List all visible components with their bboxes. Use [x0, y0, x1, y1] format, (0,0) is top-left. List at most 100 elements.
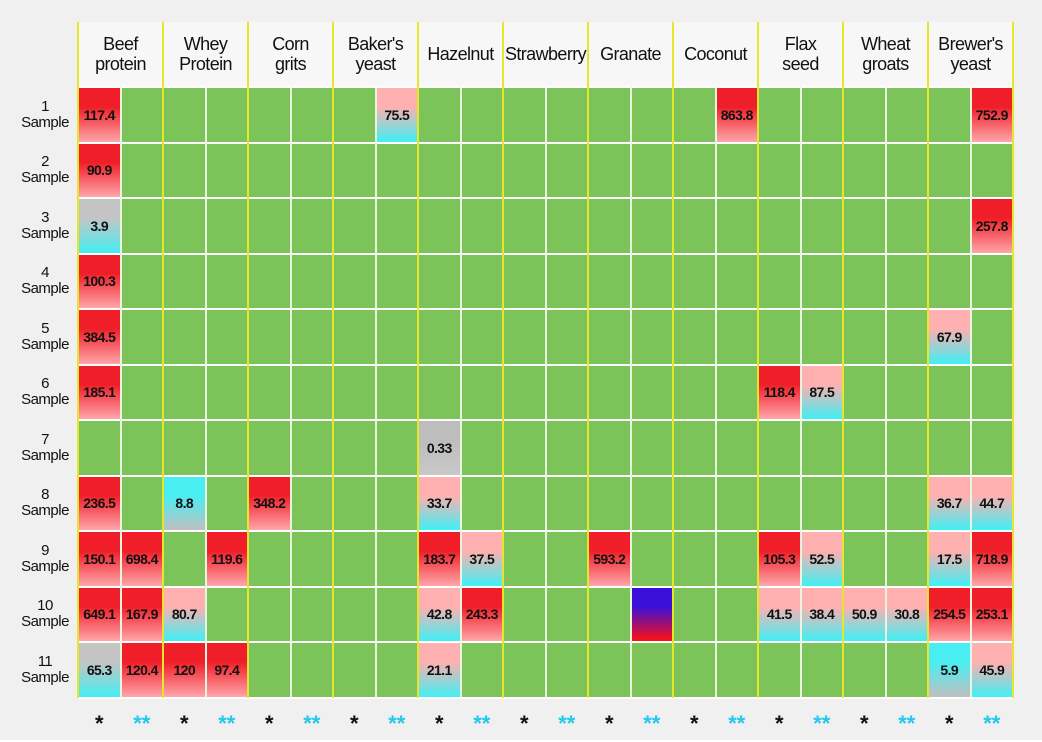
- group-line: [757, 22, 759, 698]
- column-header: Corn grits: [248, 22, 333, 86]
- value-cell: [631, 587, 672, 641]
- value-cell: 120: [164, 643, 205, 697]
- value-cell: 254.5: [929, 587, 970, 641]
- significance-mark: *: [434, 710, 444, 736]
- text-line: 5: [41, 319, 49, 337]
- column-line: [884, 87, 887, 698]
- value-cell: 37.5: [461, 532, 502, 586]
- value-cell: 17.5: [929, 532, 970, 586]
- value-cell: 649.1: [79, 587, 120, 641]
- significance-mark: **: [473, 710, 491, 736]
- value-cell: 118.4: [759, 365, 800, 419]
- text-line: 8: [41, 486, 49, 504]
- value-cell: 167.9: [121, 587, 162, 641]
- column-line: [714, 87, 717, 698]
- text-line: yeast: [355, 54, 396, 74]
- row-label: 7 Sample: [14, 420, 76, 476]
- text-line: Sample: [21, 557, 69, 575]
- column-header: Flax seed: [758, 22, 843, 86]
- column-header: Brewer's yeast: [928, 22, 1013, 86]
- text-line: Sample: [21, 446, 69, 464]
- text-line: 7: [41, 430, 49, 448]
- value-cell: 119.6: [206, 532, 247, 586]
- significance-mark: **: [983, 710, 1001, 736]
- row-label: 6 Sample: [14, 365, 76, 421]
- text-line: Sample: [21, 335, 69, 353]
- column-header: Whey Protein: [163, 22, 248, 86]
- significance-mark: **: [133, 710, 151, 736]
- value-cell: 185.1: [79, 365, 120, 419]
- row-label: 4 Sample: [14, 254, 76, 310]
- text-line: Brewer's: [938, 34, 1003, 54]
- significance-mark: *: [94, 710, 104, 736]
- text-line: Baker's: [347, 34, 404, 54]
- value-cell: 90.9: [79, 143, 120, 197]
- value-cell: 698.4: [121, 532, 162, 586]
- significance-mark: *: [349, 710, 359, 736]
- column-header: Strawberry: [503, 22, 588, 86]
- column-line: [969, 87, 972, 698]
- value-cell: 593.2: [589, 532, 630, 586]
- row-label: 11 Sample: [14, 642, 76, 698]
- value-cell: 38.4: [801, 587, 842, 641]
- value-cell: 120.4: [121, 643, 162, 697]
- significance-mark: **: [218, 710, 236, 736]
- group-line: [247, 22, 249, 698]
- value-cell: 236.5: [79, 476, 120, 530]
- text-line: Sample: [21, 224, 69, 242]
- column-line: [374, 87, 377, 698]
- value-cell: 30.8: [886, 587, 927, 641]
- header-bg: [78, 22, 1013, 86]
- significance-mark: *: [264, 710, 274, 736]
- significance-mark: **: [388, 710, 406, 736]
- value-cell: 863.8: [716, 88, 757, 142]
- text-line: 2: [41, 153, 49, 171]
- value-cell: 384.5: [79, 310, 120, 364]
- column-line: [629, 87, 632, 698]
- significance-mark: **: [813, 710, 831, 736]
- row-label: 5 Sample: [14, 309, 76, 365]
- significance-mark: **: [643, 710, 661, 736]
- value-cell: 105.3: [759, 532, 800, 586]
- group-line: [1012, 22, 1014, 698]
- text-line: Protein: [179, 54, 232, 74]
- value-cell: 183.7: [419, 532, 460, 586]
- text-line: Strawberry: [504, 44, 587, 64]
- text-line: groats: [862, 54, 909, 74]
- text-line: Sample: [21, 668, 69, 686]
- text-line: Sample: [21, 169, 69, 187]
- group-line: [842, 22, 844, 698]
- row-line: [78, 696, 1013, 699]
- text-line: Sample: [21, 280, 69, 298]
- column-line: [289, 87, 292, 698]
- column-line: [204, 87, 207, 698]
- significance-mark: *: [774, 710, 784, 736]
- text-line: seed: [782, 54, 819, 74]
- value-cell: 75.5: [376, 88, 417, 142]
- text-line: 4: [41, 264, 49, 282]
- value-cell: 117.4: [79, 88, 120, 142]
- value-cell: 150.1: [79, 532, 120, 586]
- value-cell: 752.9: [971, 88, 1012, 142]
- column-line: [799, 87, 802, 698]
- row-label: 3 Sample: [14, 198, 76, 254]
- value-cell: 718.9: [971, 532, 1012, 586]
- column-header: Wheat groats: [843, 22, 928, 86]
- group-line: [162, 22, 164, 698]
- text-line: 10: [37, 597, 53, 615]
- value-cell: 52.5: [801, 532, 842, 586]
- text-line: Corn: [272, 34, 309, 54]
- value-cell: 3.9: [79, 199, 120, 253]
- significance-mark: **: [728, 710, 746, 736]
- row-label: 1 Sample: [14, 87, 76, 143]
- value-cell: 243.3: [461, 587, 502, 641]
- value-cell: 42.8: [419, 587, 460, 641]
- value-cell: 65.3: [79, 643, 120, 697]
- column-line: [119, 87, 122, 698]
- column-line: [459, 87, 462, 698]
- column-header: Baker's yeast: [333, 22, 418, 86]
- column-line: [544, 87, 547, 698]
- value-cell: 87.5: [801, 365, 842, 419]
- text-line: 1: [41, 97, 49, 115]
- significance-mark: **: [303, 710, 321, 736]
